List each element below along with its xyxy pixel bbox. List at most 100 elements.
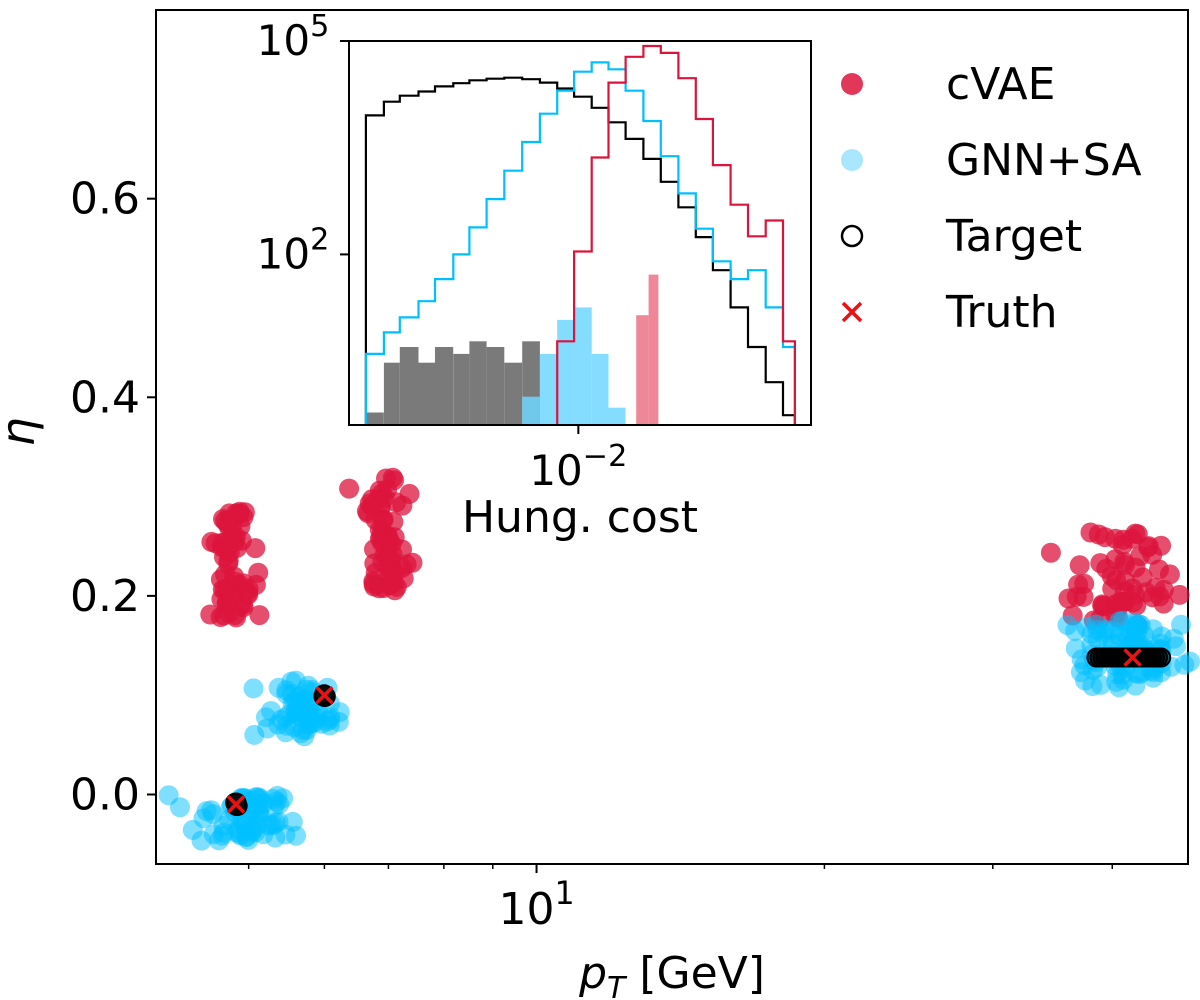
point-cvae [363,573,384,594]
point-gnnsa [329,702,350,723]
inset-marks [364,44,796,425]
filled-bar-cvae [636,315,649,425]
inset-histogram: 102 105 10−2 Hung. cost [257,9,812,543]
point-cvae [369,480,390,501]
point-gnnsa [158,785,179,806]
step-line-cvae [556,44,796,425]
point-gnnsa [203,804,223,825]
y-tick-label: 0.4 [70,372,140,423]
inset-y-tick-label: 102 [257,223,330,279]
legend-label: Truth [945,287,1058,338]
point-cvae [1040,542,1061,563]
point-cvae [1113,529,1134,550]
point-cvae [382,467,403,488]
filled-bar-gnnsa [608,407,626,425]
legend-marker-icon [841,73,863,95]
filled-bar-target [418,362,435,425]
point-gnnsa [285,702,306,722]
point-cvae [233,573,254,594]
point-cvae [1090,553,1111,574]
point-gnnsa [302,712,323,733]
truth-stroke [1123,648,1142,667]
point-cvae [234,502,255,523]
point-gnnsa [1143,619,1164,640]
legend-label: GNN+SA [946,135,1142,186]
legend-entry-target: Target [840,211,1082,262]
point-cvae [365,509,386,530]
inset-x-axis-label: Hung. cost [462,492,698,543]
point-cvae [219,602,240,623]
point-cvae [364,539,384,560]
filled-bar-target [469,341,487,425]
truth-marker [315,685,334,705]
point-cvae [386,492,407,513]
point-cvae [1151,535,1172,556]
point-cvae [1149,586,1170,607]
point-cvae [1159,564,1180,585]
truth-stroke [226,795,246,814]
legend-entry-cvae: cVAE [841,59,1055,110]
point-gnnsa [1082,676,1103,696]
point-cvae [1169,584,1190,605]
inset-ticks: 102 105 10−2 [257,9,628,495]
filled-bar-gnnsa [522,396,540,425]
point-cvae [1105,549,1126,570]
point-gnnsa [247,787,268,807]
point-gnnsa [253,824,274,845]
filled-bar-target [453,353,470,425]
point-gnnsa [273,788,294,809]
legend-marker-icon [840,224,864,248]
point-cvae [1069,555,1090,576]
filled-bar-gnnsa [591,353,609,425]
point-cvae [1123,592,1144,613]
point-gnnsa [243,678,264,699]
point-cvae [378,527,399,548]
point-gnnsa [1171,614,1191,635]
point-gnnsa [191,830,212,851]
legend-marker-icon [841,149,863,171]
truth-marker [226,795,246,814]
point-cvae [384,562,405,583]
truth-stroke [315,685,334,705]
legend: cVAE GNN+SA Target Truth [840,59,1142,338]
inset-x-tick-label: 10−2 [529,439,627,495]
inset-frame [348,40,812,426]
point-cvae [225,526,246,547]
point-cvae [218,553,239,574]
main-plot-marks [158,467,1200,851]
point-gnnsa [1125,675,1146,696]
legend-label: Target [945,211,1082,262]
x-tick-label: 101 [498,876,574,935]
point-gnnsa [238,829,259,850]
filled-bar-cvae [648,274,659,425]
point-cvae [339,478,360,499]
point-gnnsa [1180,651,1200,672]
y-tick-label: 0.0 [70,769,140,820]
filled-bar-target [435,347,454,425]
filled-bar-target [486,347,505,425]
filled-bar-gnnsa [557,319,575,425]
point-cvae [1073,586,1094,607]
step-line-target [364,76,796,425]
point-cvae [1105,594,1126,615]
inset-y-tick-label: 105 [257,9,330,65]
legend-entry-truth: Truth [841,287,1058,338]
target-point [1151,647,1172,668]
step-line-gnnsa [364,61,796,425]
point-cvae [249,605,270,626]
filled-bar-gnnsa [539,353,558,425]
filled-bar-target [504,362,523,425]
y-tick-label: 0.6 [70,174,140,225]
main-x-ticks: 101 [247,864,1114,935]
point-cvae [1058,588,1079,609]
point-cvae [245,538,266,559]
truth-marker [1123,648,1142,667]
filled-bar-gnnsa [574,307,592,425]
legend-label: cVAE [946,59,1055,110]
x-axis-label: pT [GeV] [578,948,765,1000]
point-gnnsa [1076,617,1097,638]
point-cvae [1132,567,1153,588]
point-gnnsa [1102,620,1123,641]
point-cvae [1094,527,1115,548]
